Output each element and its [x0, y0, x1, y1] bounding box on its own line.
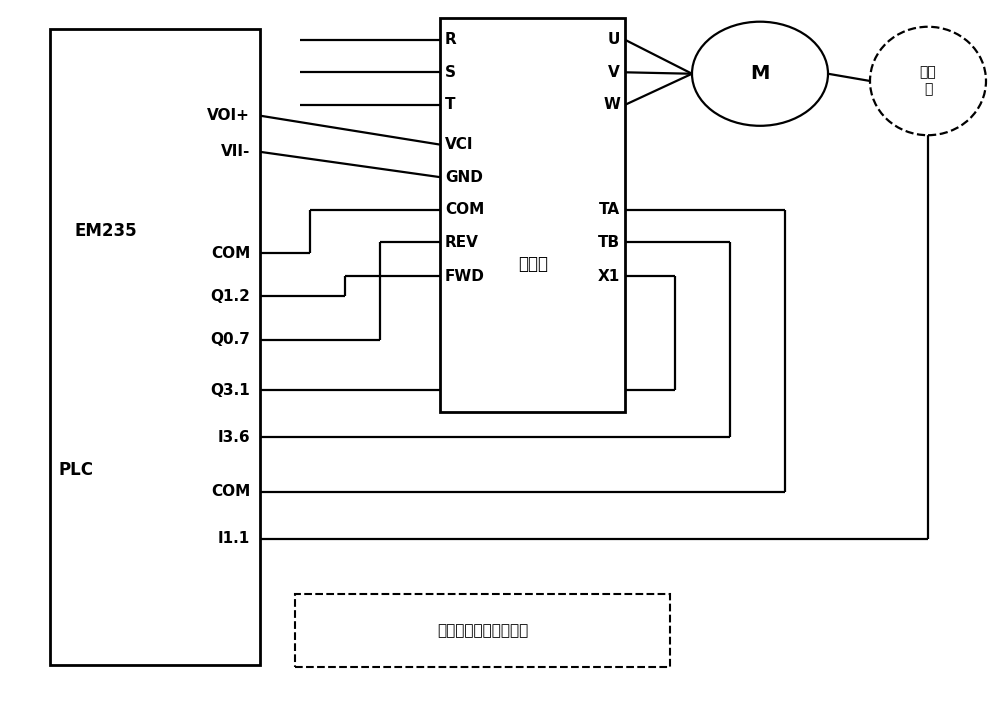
Text: S: S [445, 65, 456, 80]
Text: I1.1: I1.1 [218, 531, 250, 546]
FancyBboxPatch shape [440, 18, 625, 412]
Text: Q1.2: Q1.2 [210, 289, 250, 304]
Text: M: M [750, 64, 770, 83]
Text: Q3.1: Q3.1 [210, 383, 250, 398]
Text: EM235: EM235 [75, 223, 138, 240]
Text: U: U [608, 33, 620, 47]
Text: COM: COM [445, 202, 484, 217]
Text: Q0.7: Q0.7 [210, 333, 250, 347]
Text: REV: REV [445, 235, 479, 249]
Text: I3.6: I3.6 [217, 430, 250, 445]
Text: GND: GND [445, 170, 483, 184]
Text: FWD: FWD [445, 269, 485, 283]
Text: TB: TB [598, 235, 620, 249]
Text: W: W [603, 98, 620, 112]
Text: 编码
器: 编码 器 [920, 65, 936, 97]
Text: V: V [608, 65, 620, 80]
Text: 编码器反馈的高速脉冲: 编码器反馈的高速脉冲 [437, 623, 528, 638]
Ellipse shape [870, 27, 986, 135]
Text: COM: COM [211, 484, 250, 499]
Text: R: R [445, 33, 457, 47]
Text: T: T [445, 98, 456, 112]
Ellipse shape [692, 22, 828, 126]
Text: VII-: VII- [221, 145, 250, 159]
Text: TA: TA [599, 202, 620, 217]
Text: VCI: VCI [445, 137, 474, 152]
Text: X1: X1 [598, 269, 620, 283]
Text: COM: COM [211, 246, 250, 260]
Text: VOI+: VOI+ [207, 108, 250, 123]
Text: PLC: PLC [58, 461, 93, 479]
FancyBboxPatch shape [50, 29, 260, 665]
FancyBboxPatch shape [295, 594, 670, 667]
Text: 变频器: 变频器 [518, 255, 548, 273]
